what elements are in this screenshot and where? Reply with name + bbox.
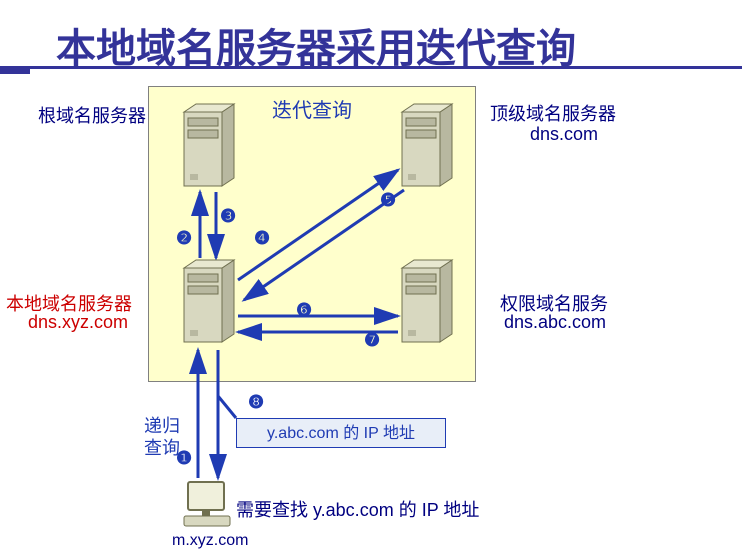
step-5: ❺ xyxy=(380,190,396,211)
client-need: 需要查找 y.abc.com 的 IP 地址 xyxy=(236,496,479,522)
accent-bar-left xyxy=(0,66,30,74)
step-8: ❽ xyxy=(248,392,264,413)
step-3: ❸ xyxy=(220,206,236,227)
tld-server-label: 顶级域名服务器 xyxy=(490,100,616,126)
tld-server-icon xyxy=(400,100,454,193)
recursion-label-2: 查询 xyxy=(144,434,180,460)
step-2: ❷ xyxy=(176,228,192,249)
auth-server-icon xyxy=(400,256,454,349)
page-title: 本地域名服务器采用迭代查询 xyxy=(56,16,576,74)
root-server-icon xyxy=(182,100,236,193)
iterative-query-label: 迭代查询 xyxy=(272,94,352,123)
auth-server-sub: dns.abc.com xyxy=(504,312,606,333)
step-7: ❼ xyxy=(364,330,380,351)
local-server-icon xyxy=(182,256,236,349)
step-6: ❻ xyxy=(296,300,312,321)
root-server-label: 根域名服务器 xyxy=(38,102,146,128)
step-1: ❶ xyxy=(176,448,192,469)
client-computer-icon xyxy=(182,480,232,535)
step-4: ❹ xyxy=(254,228,270,249)
local-server-sub: dns.xyz.com xyxy=(28,312,128,333)
result-ip-box: y.abc.com 的 IP 地址 xyxy=(236,418,446,448)
client-label: m.xyz.com xyxy=(172,532,248,550)
tld-server-sub: dns.com xyxy=(530,124,598,145)
